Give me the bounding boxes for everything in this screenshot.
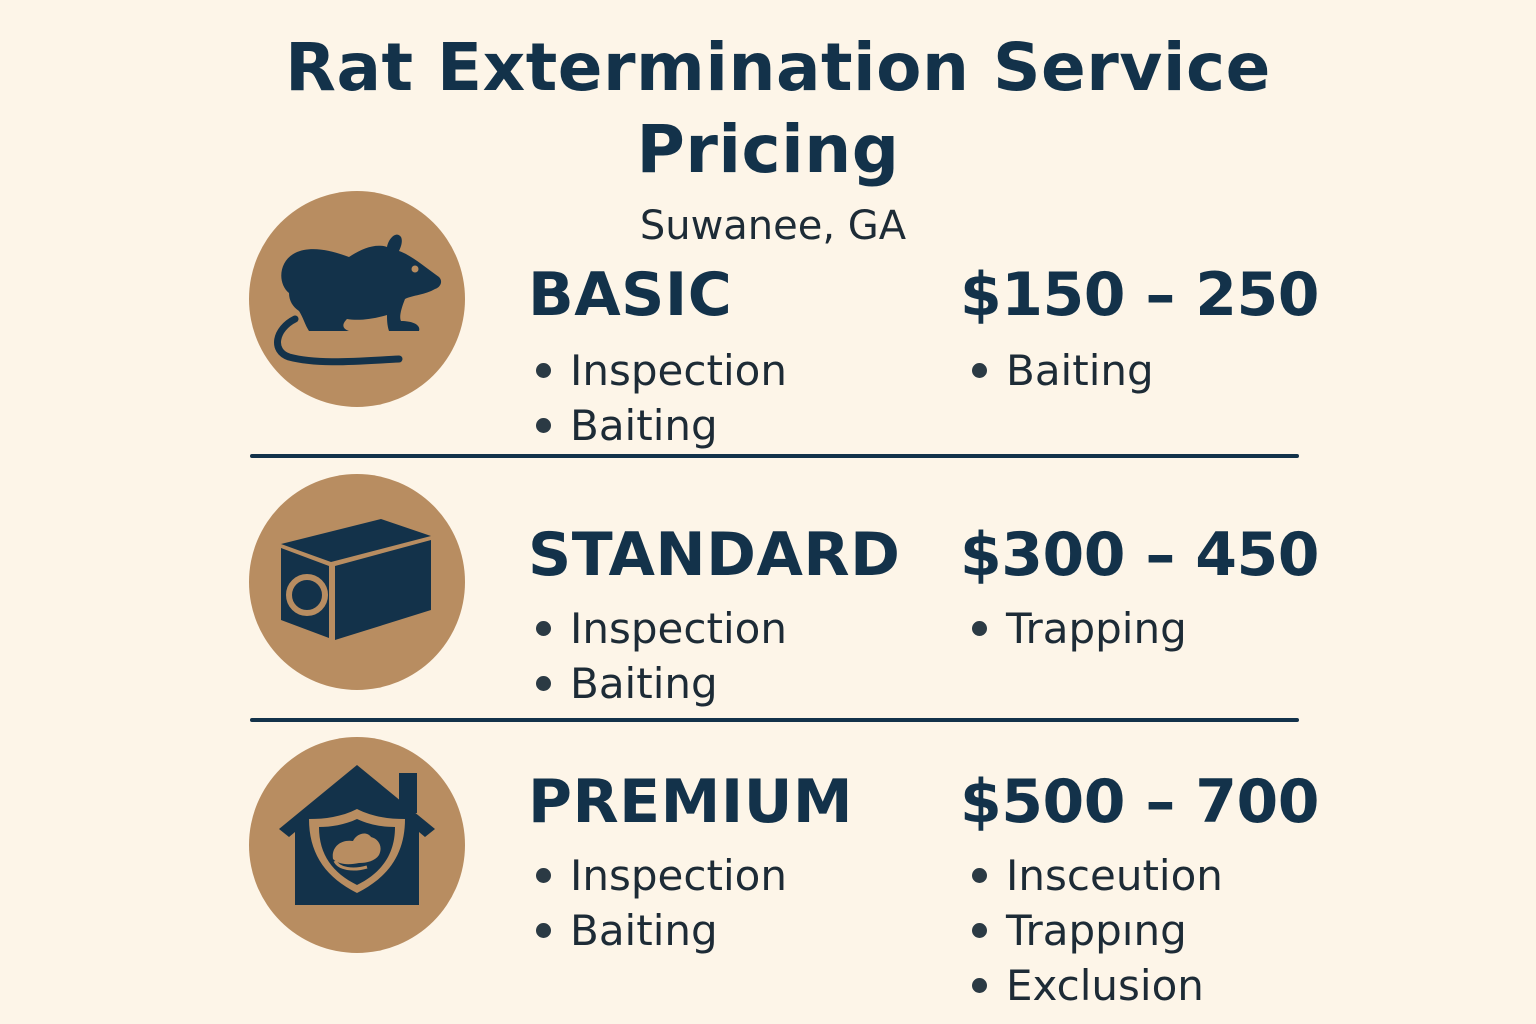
list-item: Exclusion (964, 958, 1223, 1013)
list-item: Inspection (528, 848, 787, 903)
list-item: Inspection (528, 343, 787, 398)
list-item: Baiting (964, 343, 1154, 398)
location-subtitle: Suwanee, GA (639, 203, 907, 249)
list-item: Trappıng (964, 903, 1223, 958)
tier-name-basic: BASIC (528, 260, 733, 330)
list-item: Inspection (528, 601, 787, 656)
premium-included-list: Inspection Baiting (528, 848, 787, 958)
standard-included-list: Inspection Baiting (528, 601, 787, 711)
list-item: Baiting (528, 398, 787, 453)
list-item: Trapping (964, 601, 1187, 656)
premium-extras-list: Insceution Trappıng Exclusion (964, 848, 1223, 1013)
page-title-line-2: Pricing (636, 111, 900, 188)
list-item: Insceution (964, 848, 1223, 903)
list-item: Baiting (528, 903, 787, 958)
list-item: Baiting (528, 656, 787, 711)
rat-icon (249, 191, 465, 407)
page-title-line-1: Rat Extermination Service (285, 29, 1271, 106)
tier-price-basic: $150 – 250 (960, 260, 1320, 330)
house-shield-icon (249, 737, 465, 953)
divider (250, 454, 1299, 458)
basic-extras-list: Baiting (964, 343, 1154, 398)
standard-extras-list: Trapping (964, 601, 1187, 656)
tier-price-standard: $300 – 450 (960, 520, 1320, 590)
divider (250, 718, 1299, 722)
basic-included-list: Inspection Baiting (528, 343, 787, 453)
tier-price-premium: $500 – 700 (960, 767, 1320, 837)
tier-name-standard: STANDARD (528, 520, 901, 590)
trap-box-icon (249, 474, 465, 690)
tier-name-premium: PREMIUM (528, 767, 854, 837)
